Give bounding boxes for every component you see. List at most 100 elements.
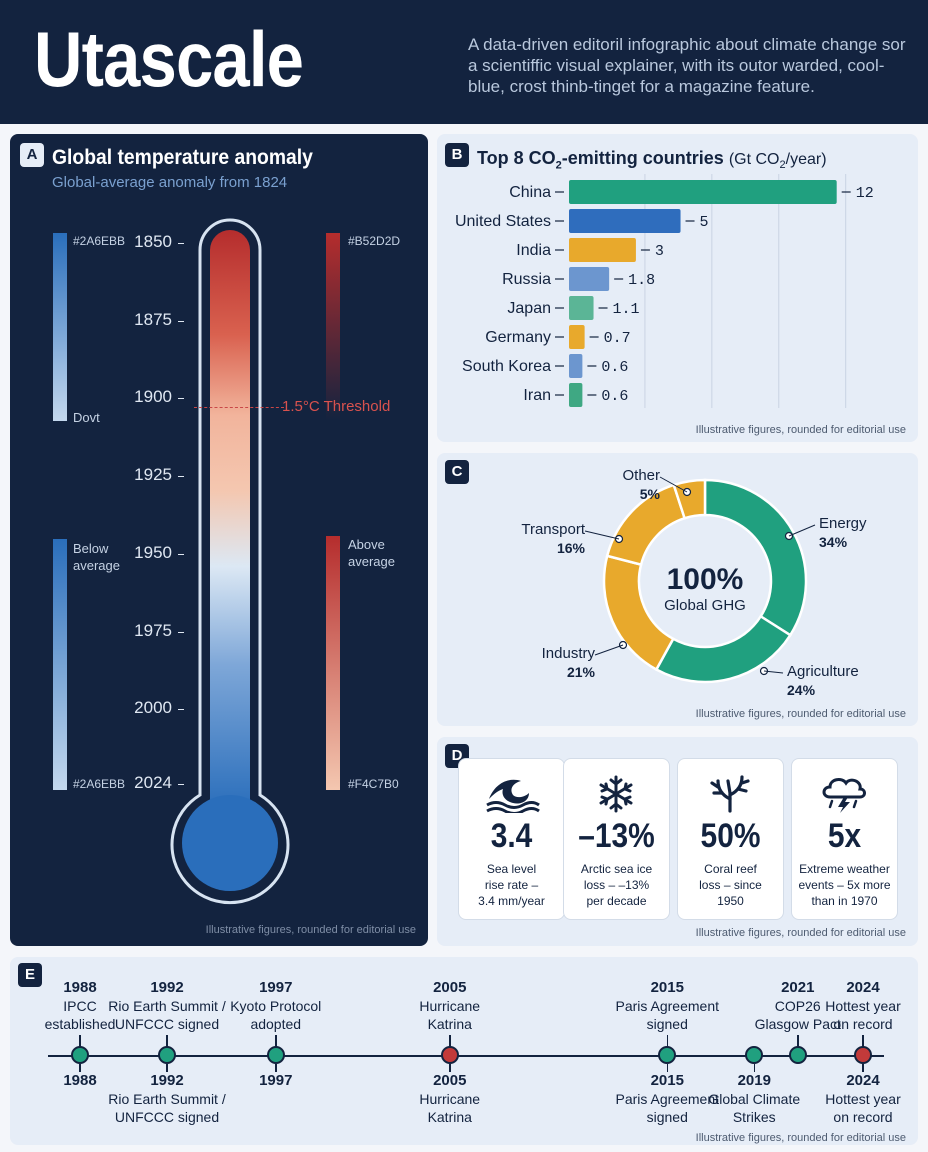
donut-center-label: Global GHG — [664, 597, 746, 614]
axis-tick — [178, 709, 184, 711]
timeline-dot — [854, 1046, 872, 1064]
axis-tick — [178, 320, 184, 322]
bar — [569, 267, 610, 291]
timeline-event: 1988 IPCC established — [44, 979, 116, 1032]
slice-label: Energy 34% — [819, 515, 867, 550]
panel-emitters: B Top 8 CO2-emitting countries (Gt CO2/y… — [437, 134, 918, 442]
panel-badge: E — [18, 963, 42, 987]
page-subtitle: A data-driven editoril infographic about… — [468, 35, 906, 96]
timeline-event: 1988 — [63, 1072, 97, 1089]
stat-value: 3.4 — [490, 817, 533, 855]
scale-hex-label: #2A6EBB — [73, 234, 126, 248]
threshold-label: 1.5°C Threshold — [282, 398, 391, 415]
panel-badge: C — [445, 460, 469, 484]
stat-card: 3.4 Sea level rise rate –3.4 mm/year — [458, 758, 565, 920]
below-average-label-2: average — [73, 558, 120, 573]
bar — [569, 296, 594, 320]
axis-tick-label: 1975 — [134, 620, 172, 640]
above-scale-bar-top — [326, 233, 340, 421]
timeline-event: 1992 Rio Earth Summit / UNFCCC signed — [108, 1072, 226, 1125]
timeline-stem — [166, 1064, 168, 1072]
timeline-stem — [79, 1064, 81, 1072]
axis-tick — [178, 553, 184, 555]
scale-hex-label: #B52D2D — [348, 234, 401, 248]
timeline-stem — [797, 1035, 799, 1047]
value-label: 3 — [655, 243, 664, 260]
slice-leader — [763, 670, 784, 674]
panel-subtitle: Global-average anomaly from 1824 — [52, 174, 288, 191]
bar — [569, 325, 585, 349]
timeline-stem — [666, 1064, 668, 1072]
donut-slice — [654, 614, 793, 684]
bar — [569, 383, 583, 407]
panel-title: Global temperature anomaly — [52, 146, 313, 169]
below-average-label-1: Below — [73, 541, 109, 556]
value-label: 0.6 — [601, 388, 628, 405]
category-label: South Korea — [462, 358, 551, 375]
storm-cloud-icon — [822, 778, 866, 813]
panel-impacts: D 3.4 Sea level rise rate –3.4 mm/year — [437, 737, 918, 946]
snowflake-icon — [599, 775, 633, 813]
timeline-event: 2021 COP26 Glasgow Pact — [754, 979, 841, 1032]
value-label: 1.1 — [613, 301, 640, 318]
stat-value: 50% — [700, 817, 761, 855]
axis-tick-label: 1850 — [134, 232, 172, 251]
timeline-dot — [158, 1046, 176, 1064]
timeline-dot — [266, 1046, 285, 1064]
timeline-stem — [275, 1064, 277, 1072]
timeline-event: 2019 Global Climate Strikes — [708, 1072, 801, 1125]
panel-temperature: A Global temperature anomaly Global-aver… — [10, 134, 428, 946]
slice-leader — [594, 644, 624, 656]
above-average-label-1: Above — [348, 537, 385, 552]
above-average-label-2: average — [348, 554, 395, 569]
timeline-event: 1997 — [259, 1072, 293, 1089]
below-scale-bar-top — [53, 233, 67, 421]
coral-icon — [710, 775, 750, 813]
axis-tick — [178, 243, 184, 244]
timeline-event: 1992 Rio Earth Summit / UNFCCC signed — [108, 979, 226, 1032]
timeline-event: 2024 Hottest year on record — [825, 979, 901, 1032]
scale-label: Dovt — [73, 410, 100, 425]
footnote: Illustrative figures, rounded for editor… — [695, 1132, 906, 1144]
timeline-event: 2015 Paris Agreement signed — [615, 1072, 720, 1125]
stat-description: Coral reef loss – since 1950 — [699, 862, 762, 908]
timeline-stem — [449, 1035, 451, 1047]
category-label: United States — [455, 213, 551, 230]
bar — [569, 180, 837, 204]
timeline-stem — [753, 1064, 755, 1072]
bar — [569, 354, 583, 378]
donut-slice — [703, 478, 808, 637]
category-label: Russia — [502, 271, 551, 288]
category-label: India — [516, 242, 551, 259]
timeline-dot — [658, 1046, 677, 1064]
axis-tick — [178, 784, 184, 785]
bar — [569, 209, 681, 233]
timeline-event: 1997 Kyoto Protocol adopted — [230, 979, 322, 1032]
stat-value: 5x — [827, 817, 862, 855]
timeline-stem — [166, 1035, 168, 1047]
slice-leader — [788, 524, 816, 537]
stat-description: Arctic sea ice loss – –13% per decade — [580, 862, 653, 908]
stat-card: 5x Extreme weather events – 5x more than i… — [791, 758, 898, 920]
slice-label: Agriculture 24% — [787, 663, 859, 698]
stat-description: Extreme weather events – 5x more than in 1… — [798, 862, 891, 908]
footnote: Illustrative figures, rounded for editor… — [695, 927, 906, 939]
axis-tick — [178, 476, 184, 478]
timeline-stem — [862, 1035, 864, 1047]
panel-badge: A — [20, 143, 44, 167]
scale-hex-label: #F4C7B0 — [348, 777, 399, 791]
wave-icon — [486, 779, 540, 813]
value-label: 0.7 — [604, 330, 631, 347]
category-label: China — [509, 184, 551, 201]
timeline-dot — [440, 1046, 459, 1064]
category-label: Germany — [485, 329, 551, 346]
thermometer-graphic — [170, 218, 290, 905]
slice-label: Industry 21% — [541, 645, 595, 680]
slice-leader — [584, 530, 620, 540]
value-label: 12 — [856, 185, 874, 202]
timeline-stem — [666, 1035, 668, 1047]
timeline-axis — [48, 1055, 884, 1057]
timeline-event: 2005 Hurricane Katrina — [419, 1072, 481, 1125]
stat-card: 50% Coral reef loss – since 1950 — [677, 758, 784, 920]
bar — [569, 238, 636, 262]
